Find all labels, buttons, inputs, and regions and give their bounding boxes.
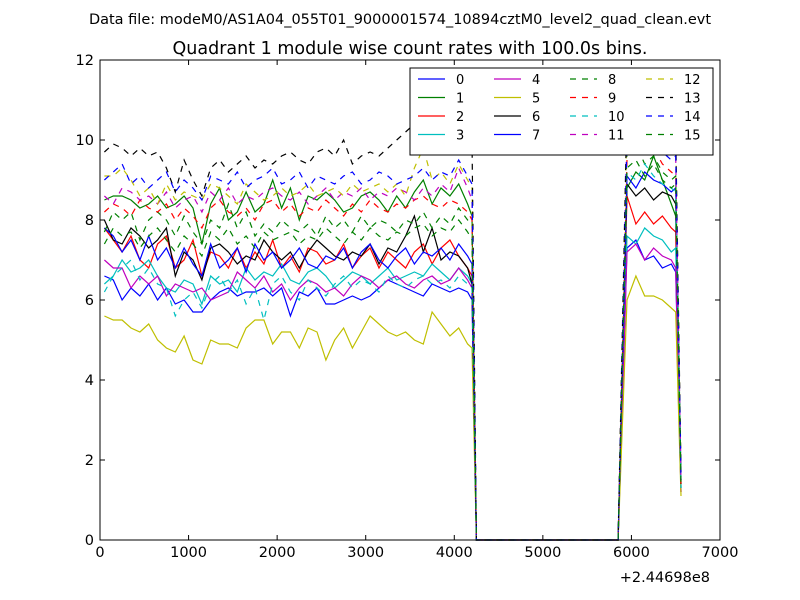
legend-label-11: 11	[608, 129, 625, 144]
x-offset-label: +2.44698e8	[620, 570, 710, 586]
x-axis: 0 1000 2000 3000 4000 5000 6000 7000	[95, 60, 738, 561]
legend-label-15: 15	[684, 129, 701, 144]
x-tick-label: 7000	[702, 545, 739, 561]
data-file-label: Data file: modeM0/AS1A04_055T01_90000015…	[89, 12, 711, 28]
series-line-12	[104, 106, 682, 541]
y-tick-label: 2	[85, 453, 94, 469]
legend-label-7: 7	[532, 129, 540, 144]
legend-label-9: 9	[608, 92, 616, 107]
chart-title: Quadrant 1 module wise count rates with …	[173, 39, 648, 59]
legend-label-3: 3	[456, 129, 464, 144]
legend-label-1: 1	[456, 92, 464, 107]
y-tick-label: 4	[85, 373, 94, 389]
y-tick-label: 10	[76, 133, 94, 149]
legend-label-13: 13	[684, 92, 701, 107]
y-tick-label: 0	[85, 533, 94, 549]
legend-label-2: 2	[456, 110, 464, 125]
legend-label-4: 4	[532, 73, 540, 88]
x-tick-label: 0	[95, 545, 104, 561]
legend-box	[409, 67, 714, 156]
legend-label-14: 14	[684, 110, 701, 125]
legend-label-10: 10	[608, 110, 625, 125]
legend-label-5: 5	[532, 92, 540, 107]
x-tick-label: 6000	[613, 545, 650, 561]
legend-label-6: 6	[532, 110, 540, 125]
legend-label-8: 8	[608, 73, 616, 88]
x-tick-label: 4000	[436, 545, 473, 561]
legend-label-0: 0	[456, 73, 464, 88]
x-tick-label: 2000	[259, 545, 296, 561]
x-tick-label: 1000	[170, 545, 207, 561]
y-tick-label: 6	[85, 293, 94, 309]
x-tick-label: 5000	[524, 545, 561, 561]
x-tick-label: 3000	[347, 545, 384, 561]
y-tick-label: 8	[85, 213, 94, 229]
legend-label-12: 12	[684, 73, 701, 88]
y-tick-label: 12	[76, 53, 94, 69]
